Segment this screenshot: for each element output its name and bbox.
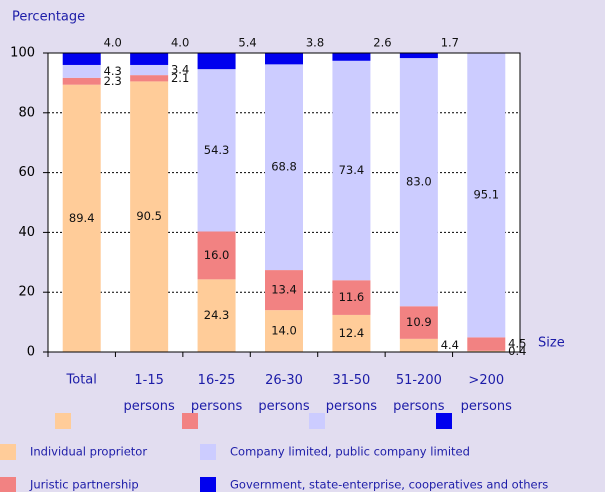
legend-label: Company limited, public company limited bbox=[230, 445, 470, 459]
value-label: 83.0 bbox=[406, 175, 432, 189]
bar-segment bbox=[130, 75, 169, 82]
swatch bbox=[436, 413, 452, 429]
x-tick-label: 1-15 persons bbox=[123, 373, 175, 414]
legend-label: Individual proprietor bbox=[30, 445, 147, 459]
bar-segment bbox=[265, 310, 303, 352]
bar-segment bbox=[130, 53, 169, 65]
value-label: 90.5 bbox=[136, 209, 162, 223]
y-tick-label: 20 bbox=[18, 285, 35, 300]
bar-segment bbox=[332, 53, 371, 61]
x-tick-label: >200 persons bbox=[461, 373, 513, 414]
y-axis-label: Percentage bbox=[12, 10, 85, 25]
legend-label: Juristic partnership bbox=[29, 478, 139, 492]
bar-segment bbox=[197, 279, 236, 352]
value-label: 4.5 bbox=[508, 337, 526, 351]
value-label: 73.4 bbox=[339, 163, 365, 177]
value-label: 12.4 bbox=[339, 326, 365, 340]
value-label: 13.4 bbox=[271, 283, 297, 297]
bar-segment bbox=[197, 53, 236, 70]
bar-segment bbox=[197, 69, 236, 232]
bar-segment bbox=[467, 53, 506, 338]
value-label: 11.6 bbox=[339, 290, 365, 304]
value-label: 54.3 bbox=[204, 143, 230, 157]
value-label: 3.4 bbox=[171, 63, 189, 77]
x-tick-line: 51-200 bbox=[396, 373, 442, 388]
value-label: 0.4 bbox=[508, 344, 526, 358]
x-tick-label: 31-50 persons bbox=[326, 373, 378, 414]
x-tick-line: persons bbox=[461, 399, 513, 414]
x-tick-line: persons bbox=[326, 399, 378, 414]
legend-swatch bbox=[0, 444, 16, 460]
bar-segment bbox=[467, 337, 506, 351]
plot-frame bbox=[47, 52, 521, 353]
bar-segment bbox=[467, 350, 506, 352]
legend-swatch bbox=[0, 477, 16, 492]
value-label: 4.0 bbox=[104, 36, 122, 50]
y-tick-label: 100 bbox=[10, 46, 35, 61]
bar-segment bbox=[62, 77, 101, 85]
x-axis-label: Size bbox=[538, 336, 565, 351]
x-tick-line: 1-15 bbox=[134, 373, 164, 388]
bar-segment bbox=[332, 314, 371, 352]
value-label: 89.4 bbox=[69, 211, 95, 225]
value-label: 4.0 bbox=[171, 36, 189, 50]
x-tick-line: 26-30 bbox=[265, 373, 303, 388]
bar-segment bbox=[265, 64, 303, 271]
value-label: 2.3 bbox=[104, 74, 122, 88]
bar-segment bbox=[399, 306, 438, 339]
bar-segment bbox=[265, 53, 303, 65]
value-label: 16.0 bbox=[204, 248, 230, 262]
value-label: 95.1 bbox=[473, 188, 499, 202]
bar-segment bbox=[399, 53, 438, 59]
bar-segment bbox=[197, 231, 236, 280]
bar-segment bbox=[130, 81, 169, 352]
swatch bbox=[182, 413, 198, 429]
y-tick-label: 60 bbox=[18, 165, 35, 180]
x-tick-label: 26-30 persons bbox=[258, 373, 310, 414]
y-tick-label: 0 bbox=[27, 345, 35, 360]
x-tick-line: persons bbox=[191, 399, 243, 414]
x-tick-label: 16-25 persons bbox=[191, 373, 243, 414]
x-tick-line: 16-25 bbox=[198, 373, 236, 388]
bar-segment bbox=[130, 64, 169, 76]
legend-label: Government, state-enterprise, cooperativ… bbox=[230, 478, 548, 492]
y-tick-label: 80 bbox=[18, 105, 35, 120]
swatch bbox=[55, 413, 71, 429]
x-tick-label: 51-200 persons bbox=[393, 373, 445, 414]
legend-swatch bbox=[200, 477, 216, 492]
x-tick-label: Total bbox=[66, 373, 97, 388]
value-label: 14.0 bbox=[271, 324, 297, 338]
value-label: 1.7 bbox=[441, 36, 459, 50]
x-tick-line: persons bbox=[258, 399, 310, 414]
value-label: 4.3 bbox=[104, 64, 122, 78]
x-tick-line: persons bbox=[123, 399, 175, 414]
bar-segment bbox=[399, 58, 438, 307]
value-label: 4.4 bbox=[441, 338, 459, 352]
x-tick-line: >200 bbox=[468, 373, 504, 388]
y-tick-label: 40 bbox=[18, 225, 35, 240]
bar-segment bbox=[62, 64, 101, 78]
x-tick-line: 31-50 bbox=[333, 373, 371, 388]
value-label: 68.8 bbox=[271, 160, 297, 174]
bar-segment bbox=[399, 338, 438, 352]
value-label: 2.1 bbox=[171, 71, 189, 85]
legend-swatch bbox=[200, 444, 216, 460]
bar-segment bbox=[62, 53, 101, 65]
bar-segment bbox=[265, 270, 303, 311]
value-label: 3.8 bbox=[306, 36, 324, 50]
value-label: 2.6 bbox=[373, 36, 391, 50]
x-tick-line: persons bbox=[393, 399, 445, 414]
value-label: 5.4 bbox=[238, 36, 256, 50]
bar-segment bbox=[62, 84, 101, 352]
value-label: 24.3 bbox=[204, 308, 230, 322]
swatch bbox=[309, 413, 325, 429]
value-label: 10.9 bbox=[406, 315, 432, 329]
bar-segment bbox=[332, 280, 371, 315]
bar-segment bbox=[332, 60, 371, 281]
